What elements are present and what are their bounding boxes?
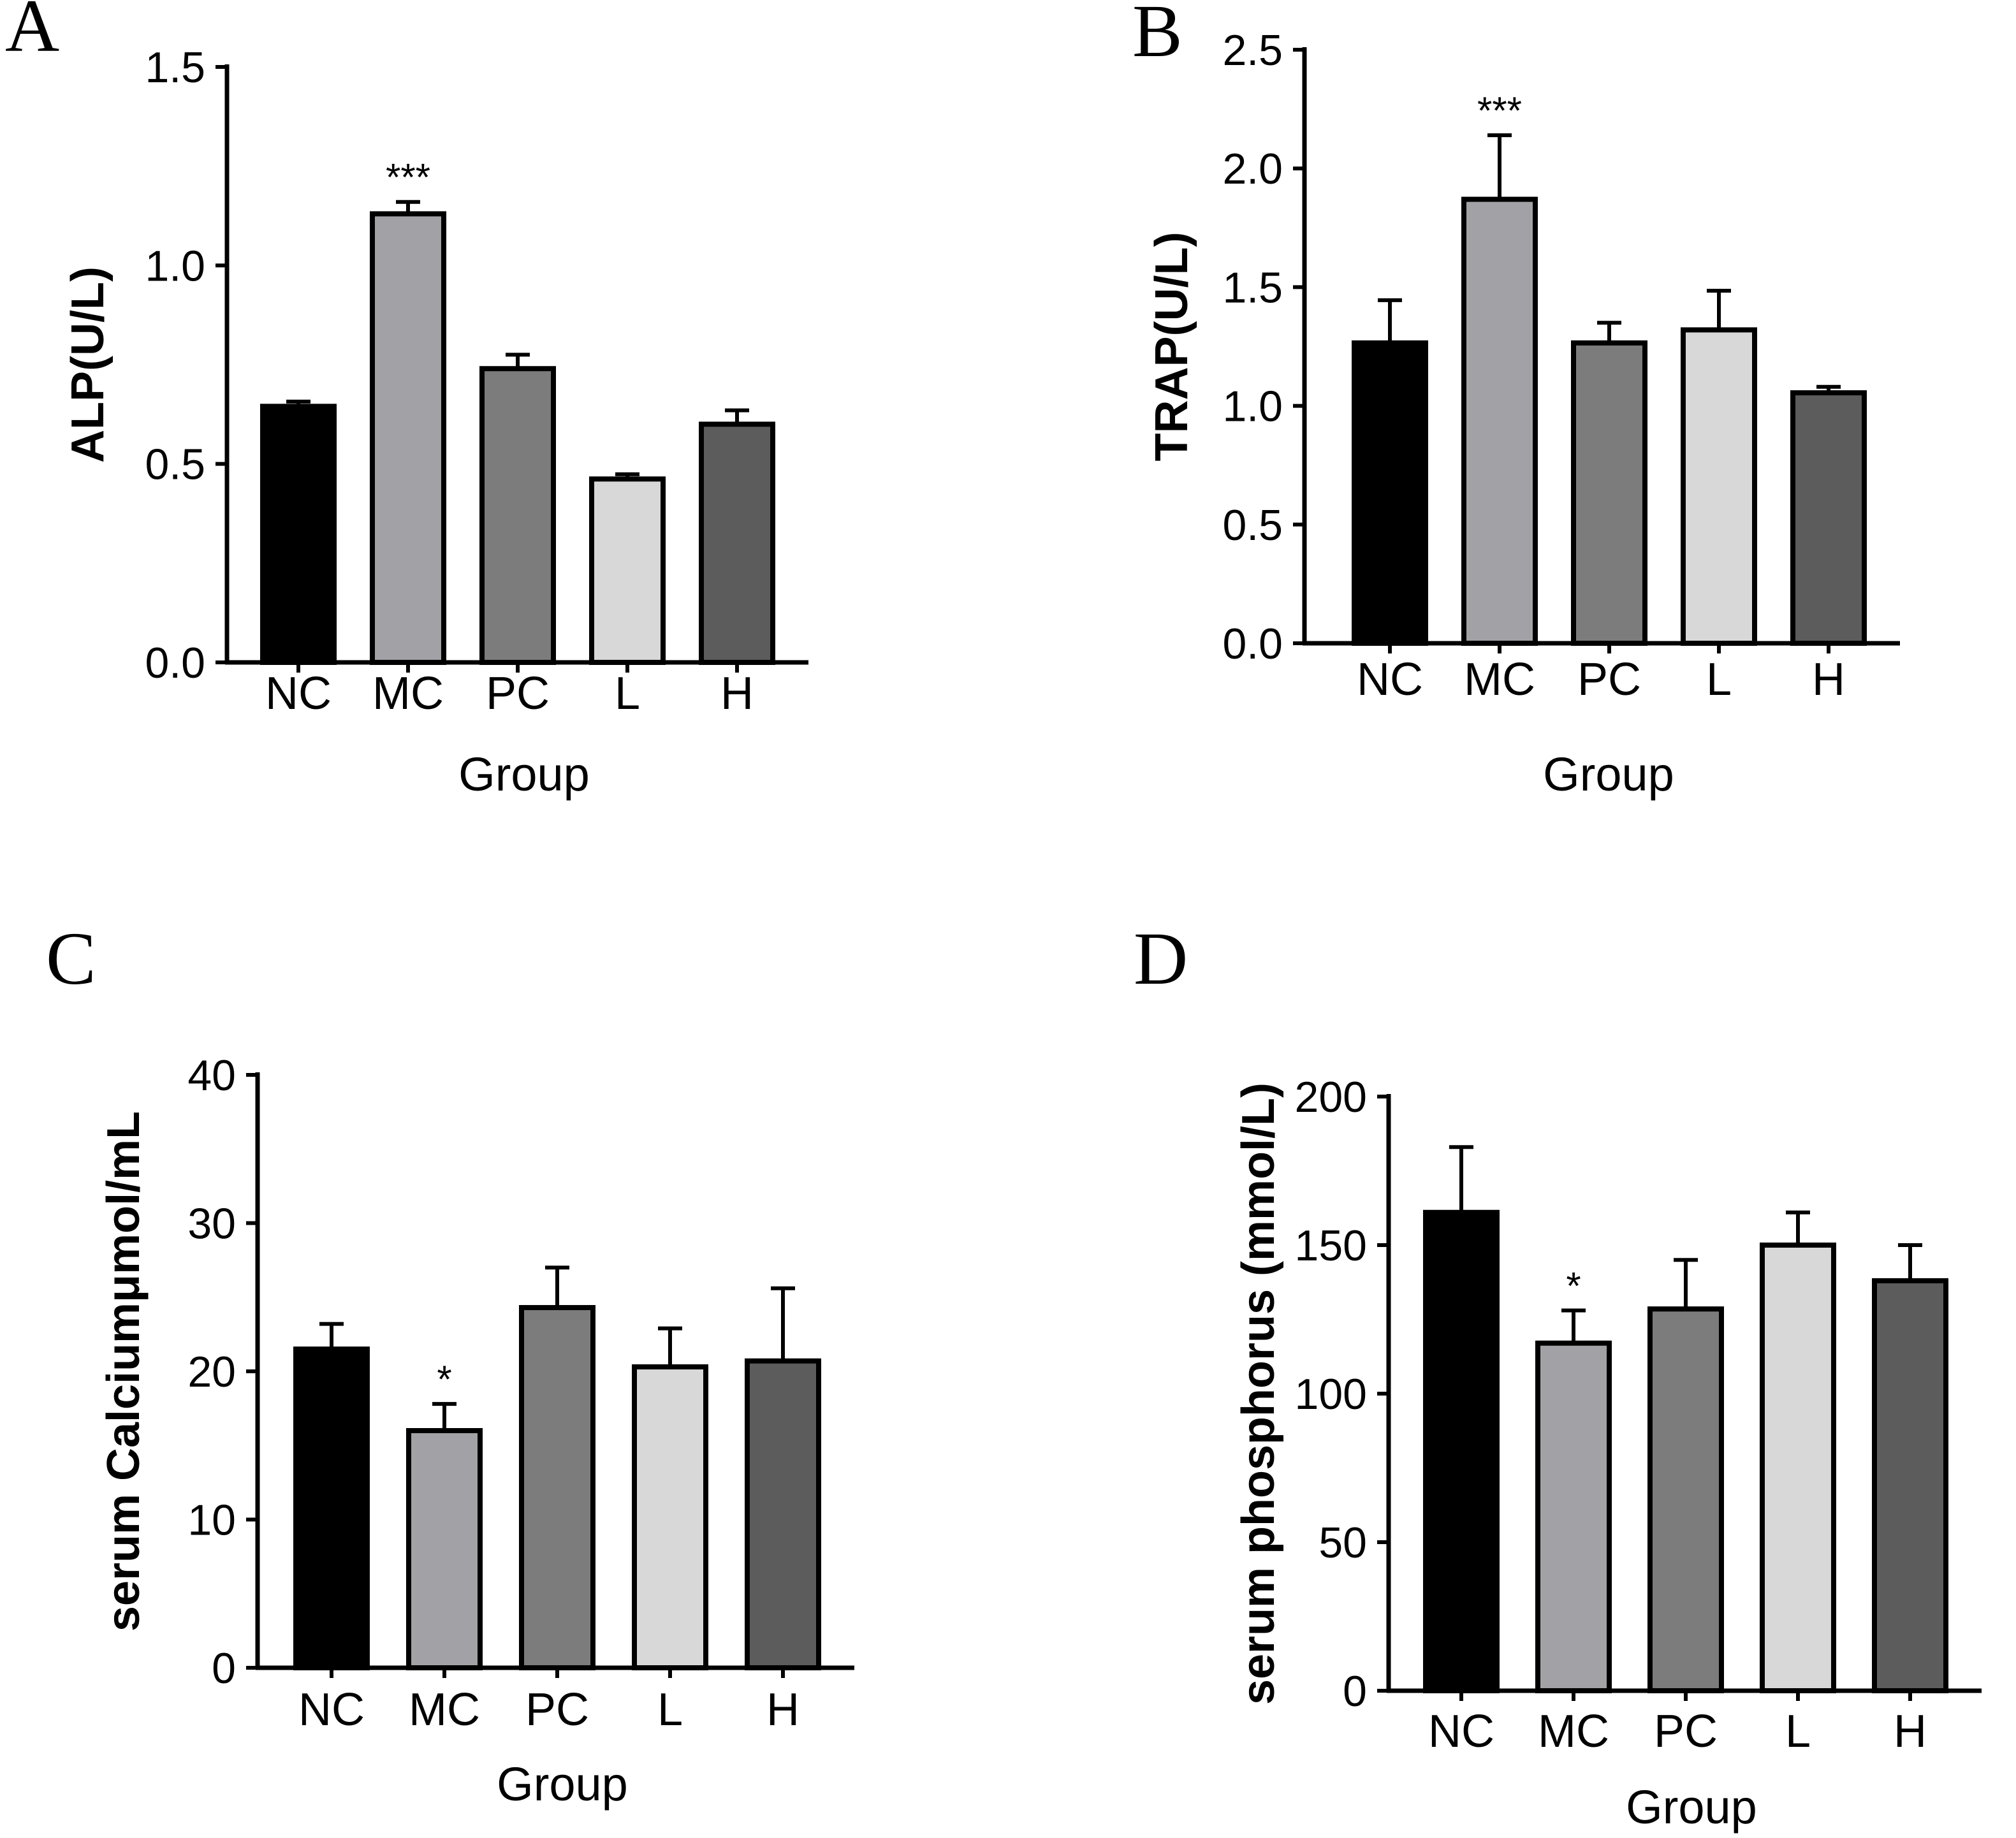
x-tick-label: MC [409, 1684, 480, 1735]
y-tick-label: 1.0 [1222, 383, 1283, 431]
bar-nc [260, 404, 337, 665]
chart-panel-d: D NC * MC PC L H 0 50 100 150 200 Group serum phospho… [1134, 917, 1982, 1834]
bar-l [589, 476, 666, 665]
y-tick-label: 30 [187, 1200, 236, 1248]
y-tick-label: 150 [1295, 1222, 1367, 1270]
x-tick-label: H [1812, 654, 1845, 705]
x-tick-label: NC [298, 1684, 365, 1735]
x-tick-label: NC [265, 668, 332, 719]
panel-label: D [1134, 917, 1188, 1000]
bar-h [699, 421, 775, 666]
significance-marker: * [437, 1358, 451, 1401]
x-axis-title: Group [497, 1758, 628, 1811]
panel-label: C [46, 917, 96, 1000]
x-tick-label: PC [486, 668, 550, 719]
y-tick-label: 10 [187, 1496, 236, 1545]
bar-h [1790, 390, 1867, 646]
panel-label: A [5, 0, 59, 68]
bar-pc [1647, 1306, 1724, 1693]
x-tick-label: L [1785, 1706, 1811, 1757]
x-tick-label: PC [525, 1684, 589, 1735]
bar-l [1681, 327, 1757, 646]
x-tick-label: L [1706, 654, 1732, 705]
y-tick-label: 200 [1295, 1073, 1367, 1121]
significance-marker: *** [1477, 89, 1522, 132]
y-tick-label: 1.5 [1222, 263, 1283, 312]
y-tick-label: 1.0 [145, 242, 205, 290]
bar-nc [1352, 340, 1428, 646]
x-tick-label: L [615, 668, 640, 719]
bar-mc [406, 1428, 483, 1670]
x-tick-label: NC [1357, 654, 1423, 705]
y-axis-title: serum phosphorus (mmol/L) [1233, 1083, 1284, 1705]
y-tick-label: 100 [1295, 1370, 1367, 1419]
bar-h [745, 1358, 821, 1671]
bar-h [1872, 1278, 1948, 1694]
significance-marker: *** [386, 156, 430, 199]
x-axis-title: Group [1626, 1781, 1757, 1834]
x-tick-label: H [1894, 1706, 1927, 1757]
y-tick-label: 40 [187, 1051, 236, 1100]
chart-panel-a: A NC *** MC PC L H 0.0 0.5 1.0 1.5 Group ALP(U/L) [5, 0, 808, 801]
y-axis-title: ALP(U/L) [62, 266, 113, 463]
significance-marker: * [1566, 1265, 1581, 1308]
chart-panel-c: C NC * MC PC L H 0 10 20 30 40 Group serum Calciumμmo… [46, 917, 854, 1811]
bar-l [1760, 1243, 1836, 1693]
bar-mc [370, 211, 446, 665]
x-axis-title: Group [458, 748, 590, 801]
panel-label: B [1132, 0, 1183, 73]
bar-l [632, 1364, 708, 1670]
y-tick-label: 20 [187, 1348, 236, 1396]
y-tick-label: 0 [1343, 1667, 1367, 1716]
bar-pc [1571, 340, 1647, 646]
x-tick-label: L [657, 1684, 683, 1735]
y-tick-label: 0.5 [1222, 501, 1283, 550]
x-axis-title: Group [1543, 748, 1674, 801]
bar-nc [1423, 1209, 1500, 1693]
y-axis-title: serum Calciumμmol/mL [98, 1111, 149, 1631]
y-tick-label: 1.5 [145, 43, 205, 92]
x-tick-label: PC [1577, 654, 1641, 705]
x-tick-label: H [720, 668, 754, 719]
x-tick-label: MC [1538, 1706, 1609, 1757]
y-tick-label: 0.0 [145, 639, 205, 687]
y-tick-label: 0.0 [1222, 620, 1283, 668]
chart-panel-b: B NC *** MC PC L H 0.0 0.5 1.0 1.5 2.0 2.5 Group TRAP(… [1132, 0, 1900, 801]
bar-pc [519, 1305, 595, 1670]
y-tick-label: 2.0 [1222, 145, 1283, 193]
bar-mc [1461, 196, 1538, 646]
bar-nc [293, 1346, 370, 1670]
y-tick-label: 0.5 [145, 441, 205, 489]
x-tick-label: MC [1464, 654, 1535, 705]
bar-pc [479, 366, 556, 666]
x-tick-label: MC [372, 668, 444, 719]
y-tick-label: 0 [212, 1644, 236, 1693]
x-tick-label: H [766, 1684, 800, 1735]
x-tick-label: PC [1654, 1706, 1718, 1757]
bar-mc [1535, 1340, 1612, 1693]
y-tick-label: 2.5 [1222, 26, 1283, 75]
y-tick-label: 50 [1318, 1519, 1367, 1567]
x-tick-label: NC [1428, 1706, 1494, 1757]
y-axis-title: TRAP(U/L) [1146, 232, 1197, 462]
